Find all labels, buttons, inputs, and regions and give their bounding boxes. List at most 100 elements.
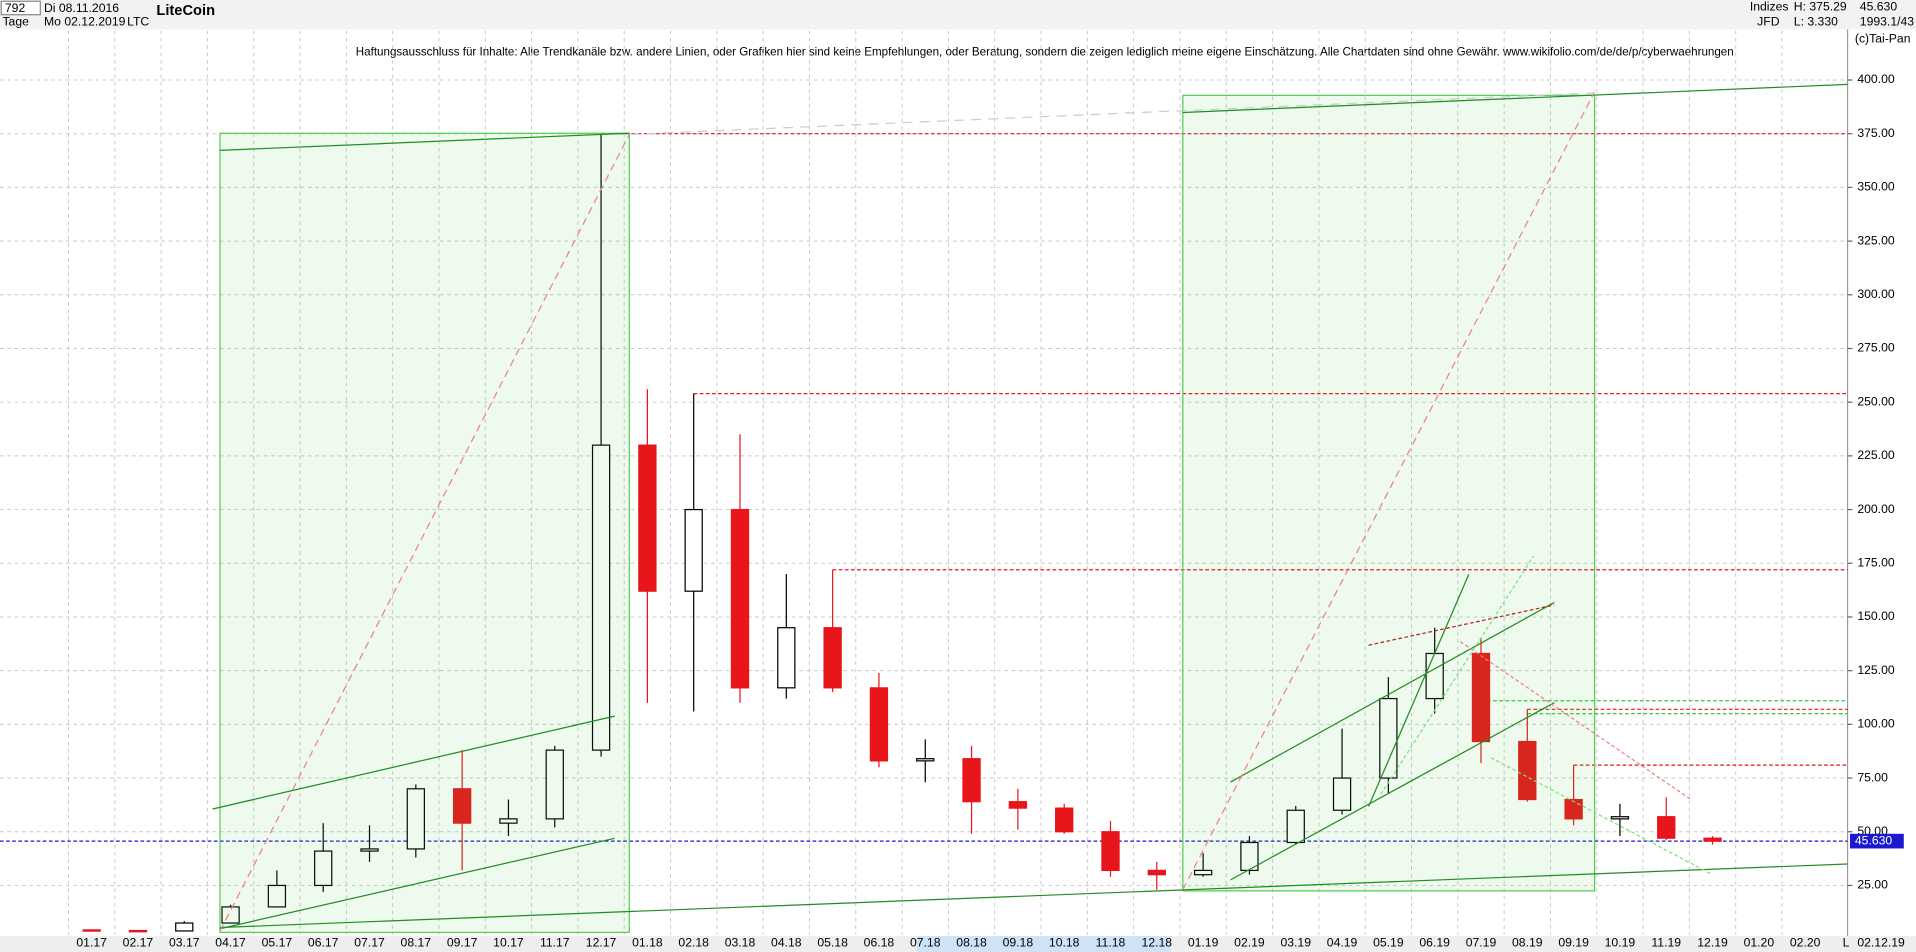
y-tick-label: 25.00	[1857, 878, 1888, 892]
header-bar	[0, 0, 1916, 30]
candle-body	[1332, 777, 1352, 811]
scale-mode[interactable]: L	[1843, 936, 1850, 950]
y-tick-label: 175.00	[1857, 555, 1895, 569]
trend-line	[212, 715, 615, 810]
x-tick-label: 07.18	[910, 936, 941, 950]
candle-body	[452, 788, 472, 824]
candle-body	[175, 922, 194, 932]
candle-body	[267, 884, 287, 908]
x-tick-label: 05.18	[817, 936, 848, 950]
x-tick-label: 01.18	[632, 936, 663, 950]
x-tick-label: 10.19	[1605, 936, 1636, 950]
x-tick-label: 07.19	[1466, 936, 1497, 950]
candle-body	[406, 788, 425, 850]
x-tick-label: 06.18	[864, 936, 895, 950]
x-tick-label: 03.17	[169, 936, 200, 950]
candle-body	[591, 444, 611, 751]
diagonal	[629, 92, 1595, 136]
source: JFD	[1757, 14, 1780, 28]
last-price-box	[1850, 833, 1904, 849]
copyright: (c)Tai-Pan	[1855, 31, 1911, 45]
x-tick-label: 11.19	[1651, 936, 1681, 950]
candle-body	[1055, 807, 1074, 833]
y-tick-label: 200.00	[1857, 502, 1895, 516]
symbol: LTC	[127, 14, 149, 28]
candle-body	[1703, 837, 1722, 842]
trend-line	[219, 863, 1848, 929]
x-tick-label: 03.18	[725, 936, 756, 950]
y-tick-label: 350.00	[1857, 180, 1895, 194]
candle-body	[730, 508, 750, 689]
candle-body	[314, 850, 333, 887]
ratio: 1993.1/43	[1860, 14, 1915, 28]
x-tick-label: 02.18	[678, 936, 709, 950]
start-date: Di 08.11.2016	[44, 1, 119, 15]
y-tick-label: 375.00	[1857, 126, 1895, 140]
candle-body	[1101, 831, 1120, 872]
candle-body	[1008, 801, 1028, 809]
x-tick-label: 05.19	[1373, 936, 1404, 950]
candle-body	[1240, 841, 1259, 872]
y-tick-label: 100.00	[1857, 717, 1895, 731]
x-tick-label: 02.19	[1234, 936, 1265, 950]
trend-line	[1368, 574, 1470, 807]
candle-body	[777, 627, 796, 689]
x-axis-highlight	[916, 936, 1171, 952]
candle-body	[823, 627, 842, 689]
x-tick-label: 10.18	[1049, 936, 1080, 950]
period[interactable]: Tage	[2, 14, 29, 28]
x-tick-label: 01.19	[1188, 936, 1219, 950]
trend-line	[1230, 601, 1555, 783]
x-tick-label: 01.20	[1744, 936, 1775, 950]
trend-line	[1368, 604, 1555, 646]
x-tick-label: 11.18	[1096, 936, 1126, 950]
candle-body	[1518, 740, 1537, 801]
x-tick-label: 09.19	[1558, 936, 1589, 950]
y-tick-label: 300.00	[1857, 287, 1895, 301]
candle-body	[1286, 809, 1305, 844]
candle-body	[638, 444, 657, 592]
candle-body	[1657, 816, 1676, 839]
x-tick-label: 09.18	[1003, 936, 1034, 950]
x-tick-label: 04.18	[771, 936, 802, 950]
candle-body	[82, 929, 101, 932]
candle-body	[962, 758, 981, 803]
x-tick-label: 06.17	[308, 936, 339, 950]
x-tick-label: 12.18	[1142, 936, 1173, 950]
candle-body	[1379, 697, 1398, 779]
candle-body	[360, 848, 379, 852]
y-tick-label: 250.00	[1857, 394, 1895, 408]
y-tick-label: 225.00	[1857, 448, 1895, 462]
candle-body	[869, 687, 889, 762]
x-tick-label: 10.17	[493, 936, 524, 950]
x-tick-label: 05.17	[262, 936, 293, 950]
x-tick-label: 08.19	[1512, 936, 1543, 950]
x-tick-label: 12.17	[586, 936, 617, 950]
trend-line	[1182, 83, 1848, 114]
trend-line	[219, 837, 615, 930]
x-tick-label: 07.17	[354, 936, 385, 950]
trend-line	[1230, 702, 1555, 881]
disclaimer: Haftungsausschluss für Inhalte: Alle Tre…	[356, 46, 1734, 59]
candle-body	[916, 758, 935, 762]
last-price-label: 45.630	[1855, 833, 1893, 847]
candle-body	[499, 818, 518, 824]
count-box[interactable]	[0, 0, 41, 16]
chart-title: LiteCoin	[156, 3, 215, 19]
x-tick-label: 04.19	[1327, 936, 1358, 950]
count: 792	[5, 1, 26, 15]
y-tick-label: 125.00	[1857, 663, 1895, 677]
y-tick-label: 325.00	[1857, 233, 1895, 247]
low-info: L: 3.330	[1794, 14, 1838, 28]
y-tick-label: 275.00	[1857, 341, 1895, 355]
y-tick-label: 150.00	[1857, 609, 1895, 623]
x-tick-label: 09.17	[447, 936, 478, 950]
candle-body	[1610, 816, 1630, 820]
candle-body	[545, 749, 564, 820]
candle-body	[1564, 798, 1583, 820]
trend-line	[1490, 757, 1711, 875]
candle-body	[684, 508, 703, 592]
x-tick-label: 11.17	[540, 936, 570, 950]
group: Indizes	[1750, 0, 1789, 14]
